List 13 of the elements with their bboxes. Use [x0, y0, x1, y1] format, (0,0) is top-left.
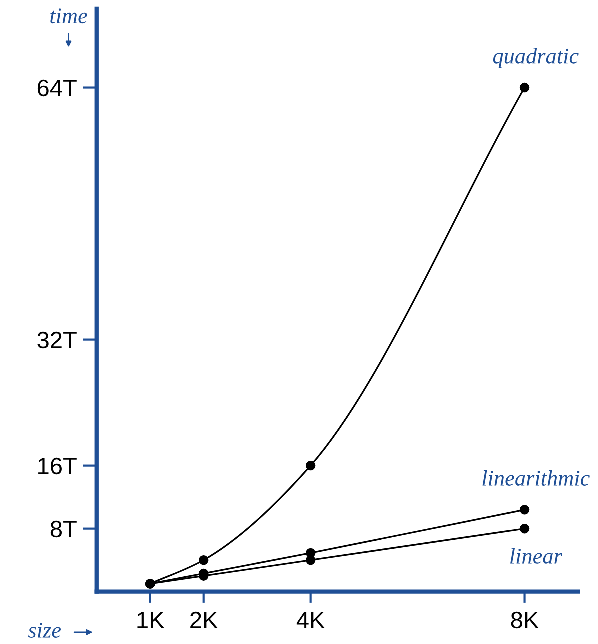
y-tick-label: 16T — [38, 458, 77, 475]
y-tick-label: 8T — [50, 520, 77, 538]
x-tick-label: 2K — [190, 612, 218, 628]
x-axis-title: size — [28, 623, 62, 638]
series-label: quadratic — [493, 48, 579, 68]
series-label: linear — [510, 548, 562, 564]
x-tick-label: 1K — [138, 612, 165, 628]
series-label: linearithmic — [482, 470, 590, 486]
x-tick-label: 8K — [511, 612, 539, 629]
y-tick-label: 64T — [38, 80, 77, 97]
x-tick-label: 4K — [296, 612, 326, 628]
y-tick-label: 32T — [38, 332, 77, 349]
y-axis-title: time — [50, 8, 88, 24]
